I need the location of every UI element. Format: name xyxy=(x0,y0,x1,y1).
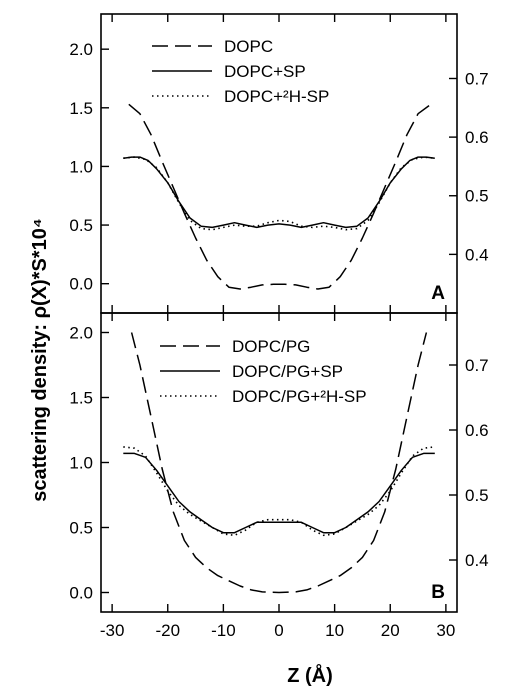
x-tick-label: -20 xyxy=(155,621,180,640)
x-tick-label: 0 xyxy=(274,621,283,640)
y-left-tick-label: 1.5 xyxy=(69,99,93,118)
y-right-tick-label: 0.7 xyxy=(465,356,489,375)
y-left-tick-label: 0.0 xyxy=(69,275,93,294)
y-axis-title: scattering density: ρ(X)*S*10⁴ xyxy=(29,218,51,501)
panel-letter: B xyxy=(431,582,445,603)
legend-label: DOPC+SP xyxy=(224,62,306,81)
y-right-tick-label: 0.6 xyxy=(465,128,489,147)
y-left-tick-label: 0.5 xyxy=(69,216,93,235)
y-left-tick-label: 0.5 xyxy=(69,519,93,538)
series-line-dashed xyxy=(128,103,430,290)
x-tick-label: 20 xyxy=(381,621,400,640)
series-line-dashed xyxy=(130,332,428,594)
series-line-dotted xyxy=(123,446,435,537)
legend: DOPC/PG DOPC/PG+SP DOPC/PG+²H-SP xyxy=(160,337,367,406)
y-right-tick-label: 0.4 xyxy=(465,245,489,264)
legend-label: DOPC+²H-SP xyxy=(224,87,329,106)
x-tick-label: -30 xyxy=(100,621,125,640)
legend-label: DOPC xyxy=(224,37,273,56)
y-left-tick-label: 2.0 xyxy=(69,324,93,343)
legend-label: DOPC/PG xyxy=(232,337,310,356)
panel-frame xyxy=(100,13,458,314)
legend-label: DOPC/PG+SP xyxy=(232,362,343,381)
legend: DOPC DOPC+SP DOPC+²H-SP xyxy=(152,37,329,106)
series-line-solid xyxy=(123,452,435,534)
legend-label: DOPC/PG+²H-SP xyxy=(232,387,367,406)
y-left-tick-label: 1.5 xyxy=(69,389,93,408)
x-axis-title: Z (Å) xyxy=(287,663,333,687)
y-right-tick-label: 0.6 xyxy=(465,421,489,440)
panel-a: 0.00.51.01.52.00.40.50.60.7DOPCDOPC+SPDO… xyxy=(69,13,489,314)
x-tick-label: 10 xyxy=(325,621,344,640)
y-right-tick-label: 0.5 xyxy=(465,187,489,206)
y-right-tick-label: 0.4 xyxy=(465,551,489,570)
x-tick-label: 30 xyxy=(436,621,455,640)
series-line-dotted xyxy=(123,156,435,231)
panel-b: 0.00.51.01.52.00.40.50.60.7DOPC/PGDOPC/P… xyxy=(69,312,489,613)
y-right-tick-label: 0.7 xyxy=(465,69,489,88)
y-right-tick-label: 0.5 xyxy=(465,486,489,505)
y-left-tick-label: 1.0 xyxy=(69,157,93,176)
shared-x-axis: -30 -20 -10 0 10 20 30 xyxy=(100,621,456,640)
y-left-tick-label: 1.0 xyxy=(69,454,93,473)
x-tick-label: -10 xyxy=(211,621,236,640)
panel-letter: A xyxy=(431,283,445,304)
chart-panels: 0.00.51.01.52.00.40.50.60.7DOPCDOPC+SPDO… xyxy=(69,13,489,613)
panel-frame xyxy=(100,312,458,613)
y-left-tick-label: 0.0 xyxy=(69,584,93,603)
series-line-solid xyxy=(123,156,435,229)
y-left-tick-label: 2.0 xyxy=(69,40,93,59)
